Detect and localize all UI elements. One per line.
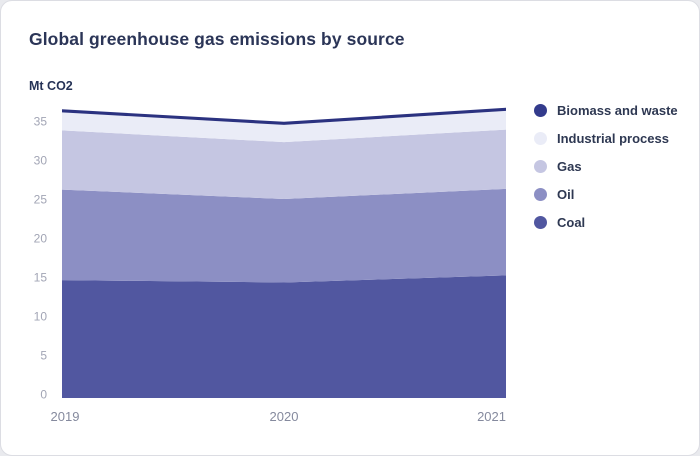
legend-item-coal[interactable]: Coal <box>534 216 678 229</box>
area-coal <box>62 275 506 398</box>
chart-title: Global greenhouse gas emissions by sourc… <box>29 29 405 49</box>
x-tick-label-2019: 2019 <box>51 409 80 424</box>
y-tick-label: 15 <box>34 271 48 285</box>
legend-swatch-oil-icon <box>534 188 547 201</box>
x-tick-label-2020: 2020 <box>270 409 299 424</box>
legend-swatch-industrial-process-icon <box>534 132 547 145</box>
legend-label: Gas <box>557 159 582 174</box>
y-tick-label: 20 <box>34 232 48 246</box>
legend-label: Industrial process <box>557 131 669 146</box>
legend-label: Coal <box>557 215 586 230</box>
legend-swatch-coal-icon <box>534 216 547 229</box>
y-tick-label: 30 <box>34 154 48 168</box>
stacked-area-chart: 0 5 10 15 20 25 30 35 2019 2020 2021 <box>34 107 506 424</box>
legend-item-biomass-and-waste[interactable]: Biomass and waste <box>534 104 678 117</box>
area-gas <box>62 129 506 199</box>
y-tick-label: 25 <box>34 193 48 207</box>
legend-item-oil[interactable]: Oil <box>534 188 678 201</box>
y-tick-label: 10 <box>34 310 48 324</box>
x-tick-label-2021: 2021 <box>477 409 506 424</box>
y-tick-label: 0 <box>40 388 47 402</box>
area-biomass-and-waste <box>62 107 506 125</box>
legend-swatch-gas-icon <box>534 160 547 173</box>
area-industrial-process <box>62 110 506 143</box>
y-axis-unit-label: Mt CO2 <box>29 79 73 93</box>
legend-label: Biomass and waste <box>557 103 678 118</box>
y-tick-label: 5 <box>40 349 47 363</box>
legend-swatch-biomass-and-waste-icon <box>534 104 547 117</box>
legend: Biomass and waste Industrial process Gas Oi… <box>534 104 678 244</box>
legend-label: Oil <box>557 187 575 202</box>
legend-item-industrial-process[interactable]: Industrial process <box>534 132 678 145</box>
area-oil <box>62 188 506 283</box>
legend-item-gas[interactable]: Gas <box>534 160 678 173</box>
y-tick-label: 35 <box>34 115 48 129</box>
